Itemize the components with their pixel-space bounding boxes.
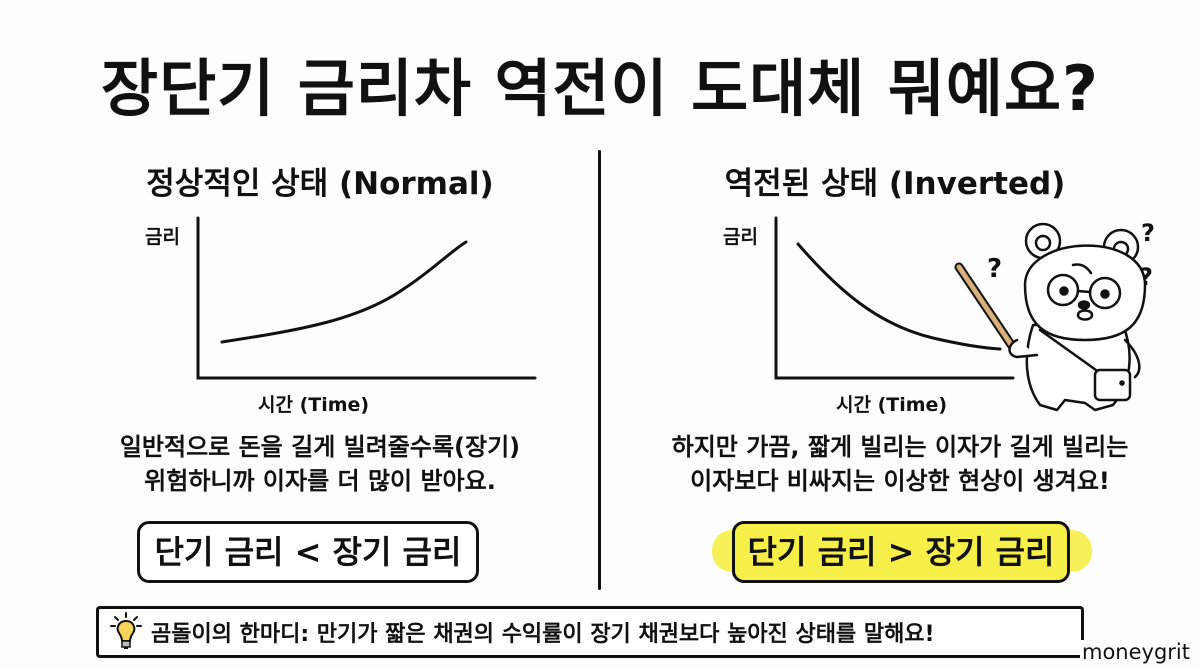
normal-formula-box: 단기 금리 < 장기 금리	[137, 521, 479, 583]
normal-heading: 정상적인 상태 (Normal)	[146, 166, 494, 202]
normal-y-axis-label: 금리	[145, 226, 180, 248]
inverted-x-axis-label: 시간 (Time)	[836, 394, 948, 416]
inverted-description-line2: 이자보다 비싸지는 이상한 현상이 생겨요!	[690, 467, 1110, 495]
normal-x-axis-label: 시간 (Time)	[258, 394, 370, 416]
tip-box: 곰돌이의 한마디: 만기가 짧은 채권의 수익률이 장기 채권보다 높아진 상태…	[96, 606, 1084, 658]
normal-description: 일반적으로 돈을 길게 빌려줄수록(장기) 위험하니까 이자를 더 많이 받아요…	[80, 430, 560, 498]
svg-text:?: ?	[987, 254, 1002, 284]
inverted-heading: 역전된 상태 (Inverted)	[724, 166, 1066, 202]
normal-description-line1: 일반적으로 돈을 길게 빌려줄수록(장기)	[119, 433, 521, 461]
inverted-yield-curve-chart	[774, 216, 1015, 380]
page-title: 장단기 금리차 역전이 도대체 뭐예요?	[101, 52, 1099, 125]
tip-text: 곰돌이의 한마디: 만기가 짧은 채권의 수익률이 장기 채권보다 높아진 상태…	[151, 622, 935, 647]
inverted-description-line1: 하지만 가끔, 짧게 빌리는 이자가 길게 빌리는	[671, 433, 1129, 461]
inverted-y-axis-label: 금리	[723, 226, 758, 248]
inverted-description: 하지만 가끔, 짧게 빌리는 이자가 길게 빌리는 이자보다 비싸지는 이상한 …	[640, 430, 1160, 498]
watermark: moneygrit	[1080, 640, 1192, 664]
svg-text:?: ?	[1141, 219, 1155, 247]
normal-description-line2: 위험하니까 이자를 더 많이 받아요.	[144, 467, 496, 495]
normal-yield-curve-chart	[196, 216, 537, 380]
panel-divider	[598, 150, 601, 590]
bear-character-illustration: ? ? ?	[954, 219, 1155, 412]
lightbulb-icon	[110, 612, 142, 649]
inverted-formula-box: 단기 금리 > 장기 금리	[732, 521, 1070, 583]
